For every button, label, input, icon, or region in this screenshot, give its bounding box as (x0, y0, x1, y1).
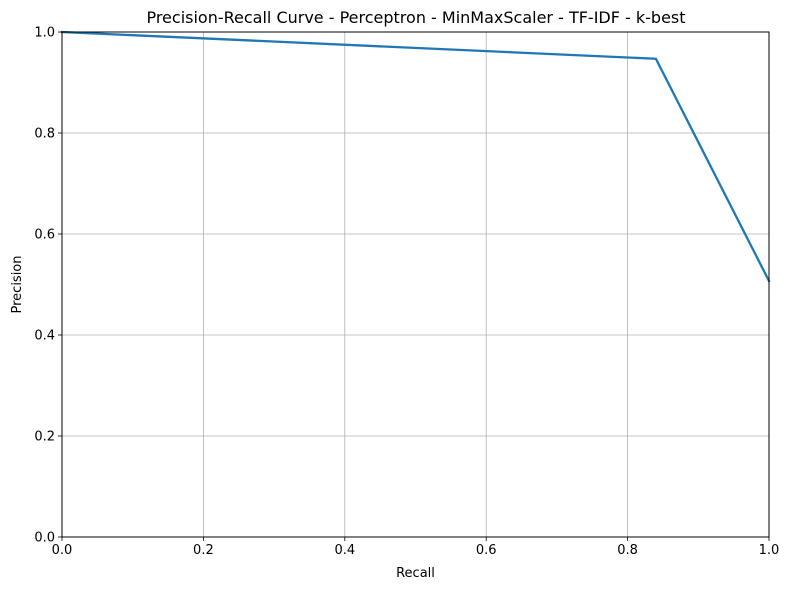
x-axis-ticks: 0.0 0.2 0.4 0.6 0.8 1.0 (52, 537, 780, 558)
grid-lines (61, 31, 770, 538)
series-layer (60, 30, 771, 283)
y-axis-label: Precision (10, 255, 25, 313)
pr-curve-line (60, 30, 771, 283)
x-axis-label: Recall (396, 566, 435, 581)
y-tick-label: 0.8 (34, 127, 55, 142)
y-tick-label: 0.2 (34, 430, 55, 445)
y-axis-ticks: 0.0 0.2 0.4 0.6 0.8 1.0 (34, 26, 62, 546)
x-tick-label: 0.2 (193, 543, 214, 558)
y-tick-label: 0.0 (34, 531, 55, 546)
plot-frame (61, 31, 770, 538)
chart-title: Precision-Recall Curve - Perceptron - Mi… (146, 8, 685, 27)
x-tick-label: 0.8 (617, 543, 638, 558)
y-tick-label: 1.0 (34, 26, 55, 41)
x-tick-label: 0.6 (476, 543, 497, 558)
y-tick-label: 0.6 (34, 228, 55, 243)
x-tick-label: 0.4 (334, 543, 355, 558)
y-tick-label: 0.4 (34, 329, 55, 344)
x-tick-label: 1.0 (759, 543, 780, 558)
x-tick-label: 0.0 (52, 543, 73, 558)
